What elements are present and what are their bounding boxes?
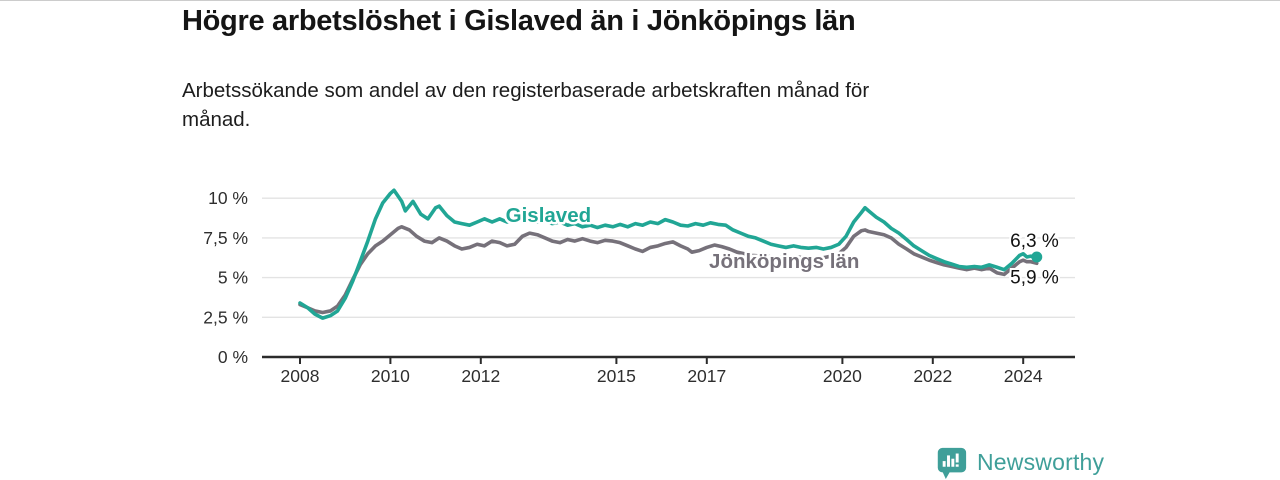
x-tick-label: 2024	[1004, 366, 1043, 386]
page-title: Högre arbetslöshet i Gislaved än i Jönkö…	[182, 5, 856, 37]
series-end-dot	[1031, 251, 1043, 263]
x-tick-label: 2015	[597, 366, 636, 386]
bar-chart-speech-bubble-icon	[937, 447, 967, 479]
value-label: 6,3 %	[1010, 231, 1059, 252]
series-line-j-nk-pings-l-n	[298, 224, 1039, 315]
value-label: 5,9 %	[1010, 267, 1059, 288]
page-subtitle: Arbetssökande som andel av den registerb…	[182, 79, 870, 132]
x-tick-label: 2010	[371, 366, 410, 386]
series-line-gislaved	[298, 188, 1039, 320]
top-rule	[0, 0, 1280, 1]
y-tick-label: 7,5 %	[203, 228, 248, 248]
series-label: Gislaved	[506, 204, 591, 227]
y-tick-label: 2,5 %	[203, 307, 248, 327]
newsworthy-logo: Newsworthy	[934, 445, 1104, 479]
x-tick-label: 2008	[281, 366, 320, 386]
y-tick-label: 0 %	[218, 347, 248, 367]
x-tick-label: 2012	[461, 366, 500, 386]
x-tick-label: 2022	[913, 366, 952, 386]
newsworthy-brand-text: Newsworthy	[977, 448, 1105, 475]
y-tick-label: 5 %	[218, 268, 248, 288]
x-tick-label: 2020	[823, 366, 862, 386]
x-tick-label: 2017	[687, 366, 726, 386]
series-label: Jönköpings län	[709, 250, 859, 273]
y-tick-label: 10 %	[208, 188, 248, 208]
